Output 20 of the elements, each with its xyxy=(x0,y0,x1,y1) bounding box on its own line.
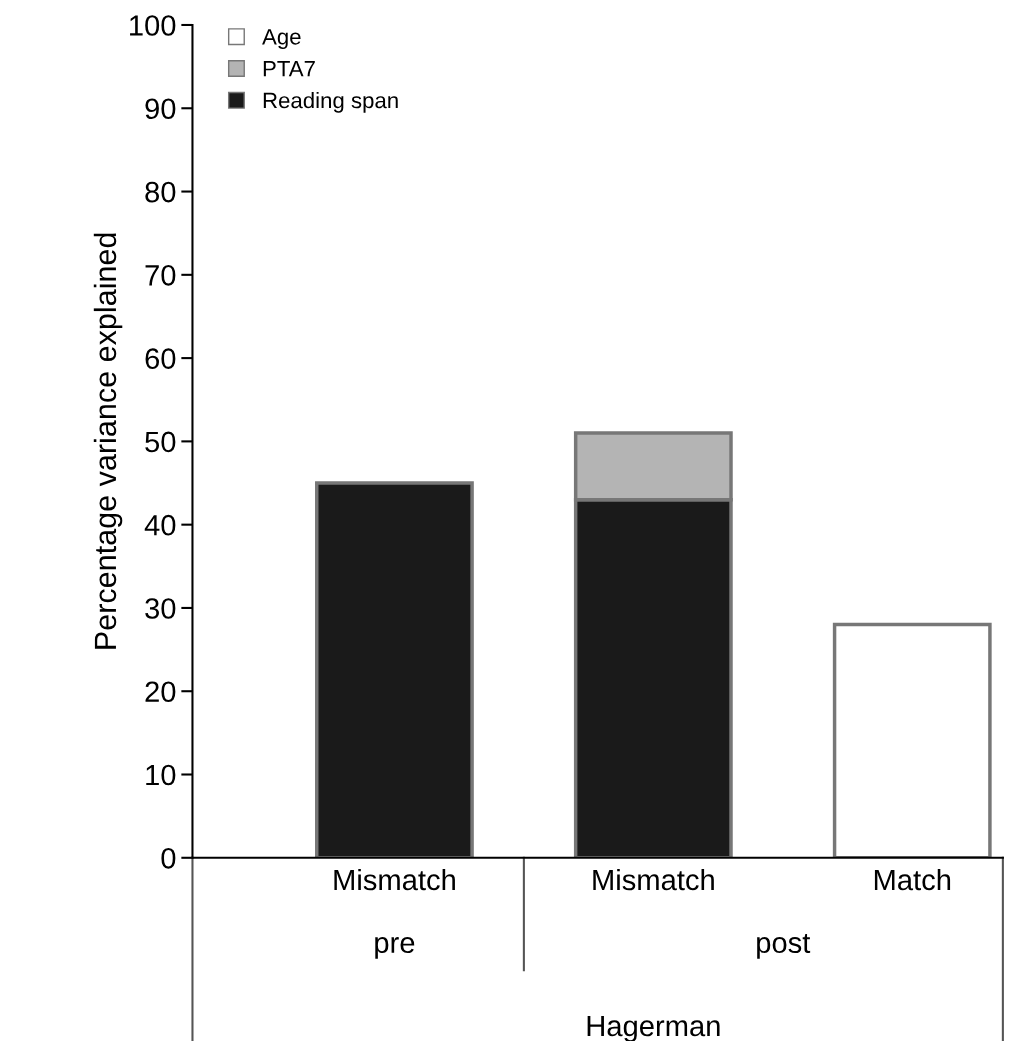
y-tick-label: 0 xyxy=(161,847,176,869)
text: pre xyxy=(375,937,415,959)
x-tick-label: Mismatch xyxy=(593,868,714,891)
y-tick-label: 80 xyxy=(145,181,176,203)
y-axis-title: Percentage variance explained xyxy=(93,233,123,649)
x-tick-label: Mismatch xyxy=(334,868,455,891)
y-tick-label: 40 xyxy=(144,514,176,536)
y-tick-label: 30 xyxy=(145,598,176,619)
y-tick-label: 10 xyxy=(146,764,176,786)
y-tick-label: 50 xyxy=(145,431,176,453)
y-tick-label: 20 xyxy=(145,681,176,703)
y-tick-label: 100 xyxy=(130,15,176,36)
text: post xyxy=(757,933,811,959)
legend-label: PTA7 xyxy=(263,60,315,77)
y-tick-label: 70 xyxy=(145,265,176,286)
y-tick-label: 60 xyxy=(145,348,176,369)
legend-label: Age xyxy=(262,29,301,50)
legend-label: Reading span xyxy=(263,91,398,113)
y-tick-label: 90 xyxy=(145,98,176,120)
x-tick-label: Match xyxy=(874,868,951,891)
